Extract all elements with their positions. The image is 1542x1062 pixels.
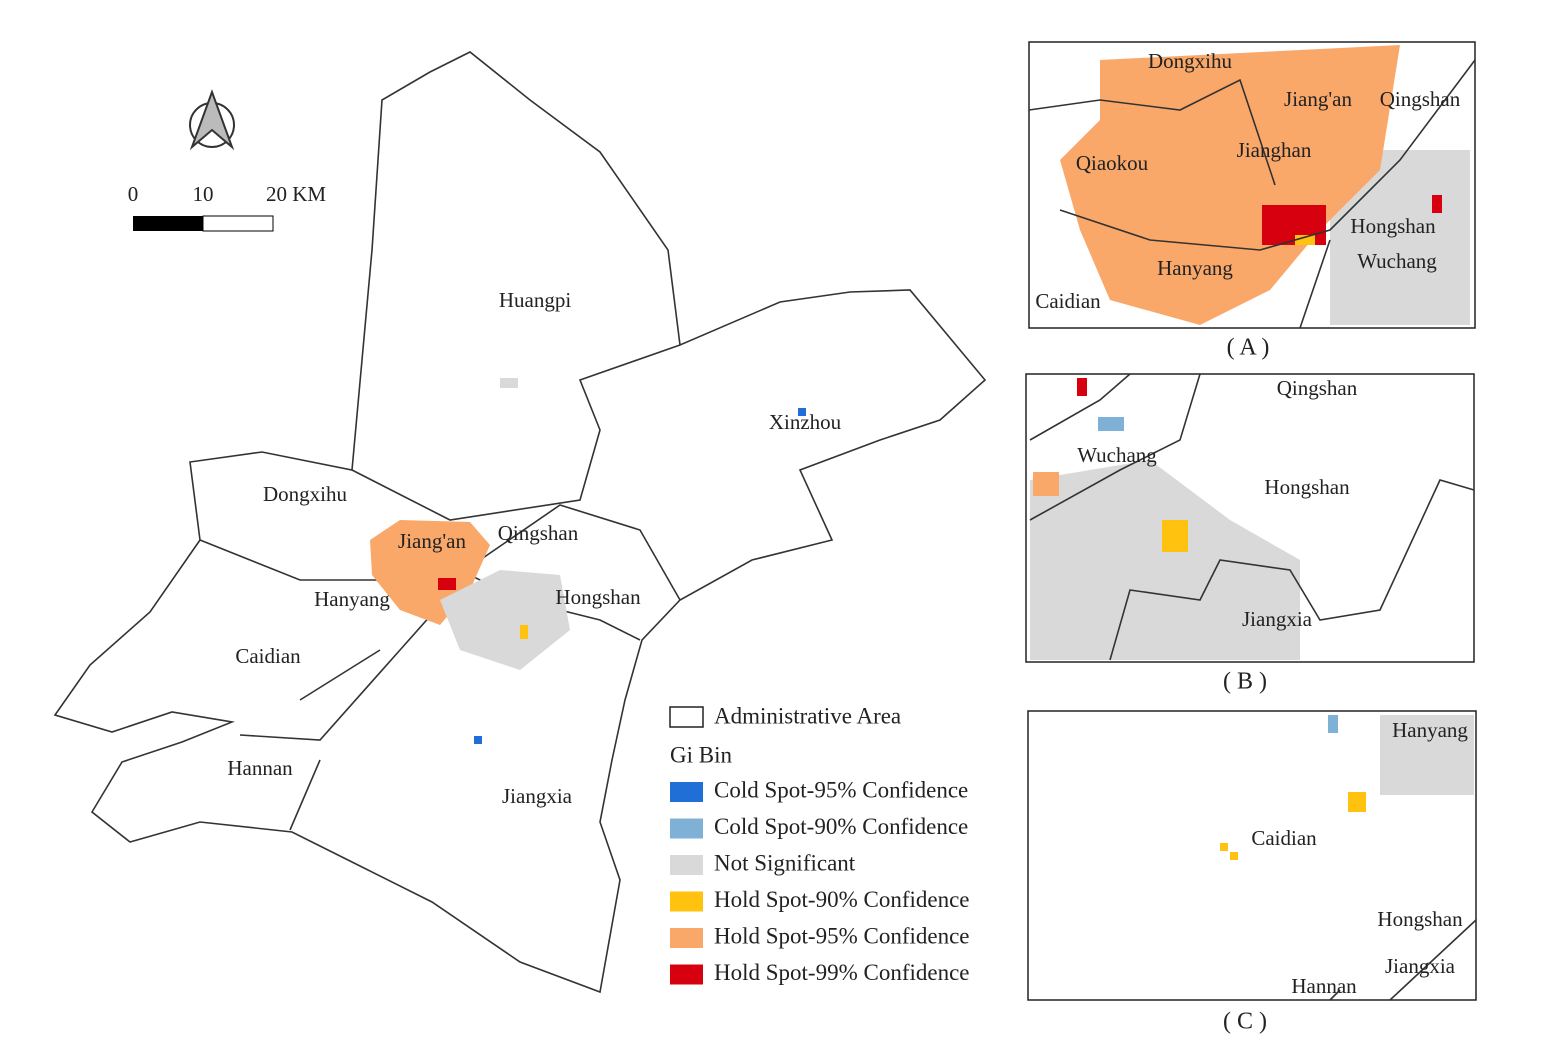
inset-c: Hanyang Caidian Hongshan Jiangxia Hannan… [1027,710,1477,1035]
district-label: Huangpi [499,288,571,312]
inset-label: Hannan [1291,974,1357,998]
legend-label: Hold Spot-99% Confidence [714,960,970,985]
hot-90-patch [520,625,528,639]
inset-label: Qingshan [1380,87,1461,111]
main-map: Huangpi Xinzhou Dongxihu Jiang'an Qingsh… [53,51,987,994]
district-label: Xinzhou [769,410,842,434]
legend-label: Hold Spot-95% Confidence [714,923,970,948]
district-label: Dongxihu [263,482,348,506]
inset-caption: ( B ) [1223,669,1267,695]
inset-label: Hanyang [1157,256,1233,280]
legend-swatch [670,855,703,875]
legend-swatch [670,782,703,802]
legend-swatch [670,964,703,985]
not-significant-patch [500,378,518,388]
inset-label: Qiaokou [1076,151,1149,175]
legend-boundary: Administrative Area [714,703,901,728]
legend-swatch [670,928,703,948]
inset-caption: ( C ) [1223,1009,1267,1035]
cold-95-patch [474,736,482,744]
district-label: Jiangxia [502,784,573,808]
inset-label: Hongshan [1350,214,1436,238]
scale-label: 0 [128,182,139,206]
legend: Administrative Area Gi Bin Cold Spot-95%… [669,703,970,985]
inset-label: Wuchang [1357,249,1437,273]
hotspot-patches [370,378,806,744]
inset-label: Dongxihu [1148,49,1233,73]
legend-label: Cold Spot-95% Confidence [714,777,968,802]
inset-label: Jiang'an [1284,87,1352,111]
hot-99-patch [438,578,456,590]
district-label: Hanyang [314,587,390,611]
city-outline [53,51,987,994]
legend-label: Hold Spot-90% Confidence [714,887,970,912]
scale-label: 20 KM [266,182,326,206]
inset-label: Hanyang [1392,718,1468,742]
district-label: Hongshan [555,585,641,609]
not-significant-patch [440,570,570,670]
inset-label: Caidian [1035,289,1101,313]
inset-label: Qingshan [1277,376,1358,400]
cold-95-patch [798,408,806,416]
inset-b: Qingshan Wuchang Hongshan Jiangxia ( B ) [1025,373,1475,695]
legend-swatch [670,818,703,839]
district-label: Qingshan [498,521,579,545]
legend-label: Cold Spot-90% Confidence [714,814,968,839]
inset-label: Hongshan [1377,907,1463,931]
inset-label: Jiangxia [1242,607,1313,631]
north-arrow [189,89,235,151]
legend-label: Not Significant [714,850,856,875]
legend-title: Gi Bin [670,742,732,767]
inset-label: Jiangxia [1385,954,1456,978]
district-label: Jiang'an [398,529,466,553]
scale-bar: 0 10 20 KM [128,182,326,232]
inset-label: Jianghan [1237,138,1312,162]
legend-swatch [670,891,703,912]
district-label: Caidian [235,644,301,668]
inset-caption: ( A ) [1227,335,1270,361]
inset-label: Caidian [1251,826,1317,850]
scale-label: 10 [193,182,214,206]
district-label: Hannan [227,756,293,780]
inset-label: Wuchang [1077,443,1157,467]
inset-a: Dongxihu Jiang'an Qingshan Qiaokou Jiang… [1028,41,1476,361]
inset-label: Hongshan [1264,475,1350,499]
